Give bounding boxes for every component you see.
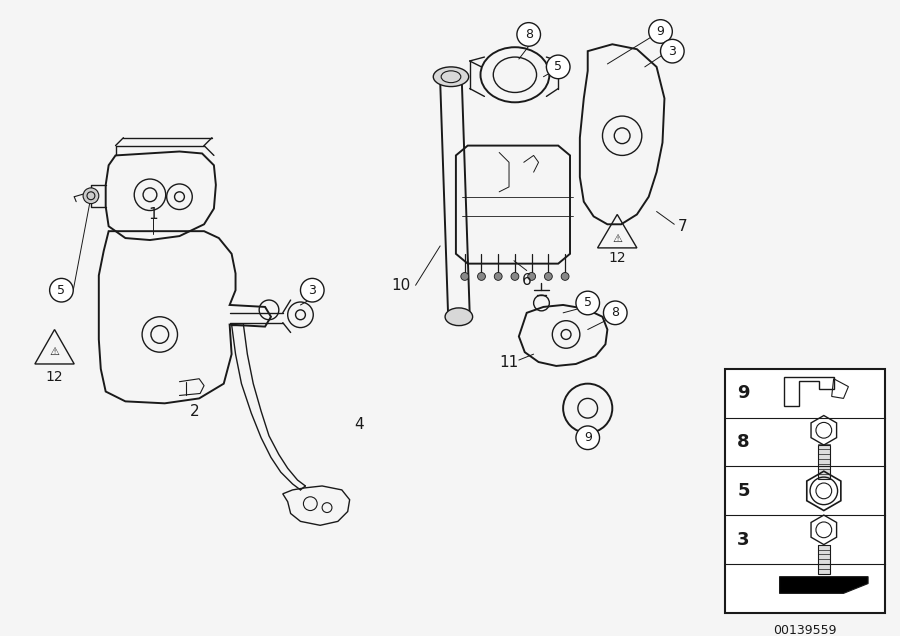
Text: 3: 3 xyxy=(737,530,750,549)
Text: 9: 9 xyxy=(737,384,750,403)
Circle shape xyxy=(544,272,553,280)
Text: 5: 5 xyxy=(737,482,750,500)
Text: 4: 4 xyxy=(355,417,365,432)
Text: 11: 11 xyxy=(500,354,518,370)
Text: 7: 7 xyxy=(678,219,687,234)
Ellipse shape xyxy=(433,67,469,86)
Text: 8: 8 xyxy=(525,28,533,41)
Text: 12: 12 xyxy=(608,251,626,265)
Circle shape xyxy=(494,272,502,280)
Circle shape xyxy=(562,272,569,280)
Text: 9: 9 xyxy=(584,431,591,445)
Text: 8: 8 xyxy=(737,433,750,451)
Circle shape xyxy=(517,23,541,46)
Text: 2: 2 xyxy=(189,404,199,418)
Circle shape xyxy=(661,39,684,63)
Circle shape xyxy=(649,20,672,43)
Bar xyxy=(818,544,830,574)
Text: 8: 8 xyxy=(611,307,619,319)
Text: 9: 9 xyxy=(657,25,664,38)
Circle shape xyxy=(604,301,627,324)
Text: ⚠: ⚠ xyxy=(612,234,622,244)
Text: 00139559: 00139559 xyxy=(773,624,837,636)
Circle shape xyxy=(527,272,536,280)
Text: 3: 3 xyxy=(669,45,676,58)
Text: 12: 12 xyxy=(46,370,63,384)
Text: 10: 10 xyxy=(392,278,410,293)
Text: ⚠: ⚠ xyxy=(50,347,59,357)
Bar xyxy=(818,445,830,480)
Text: 5: 5 xyxy=(58,284,66,297)
Circle shape xyxy=(301,279,324,302)
Circle shape xyxy=(511,272,519,280)
Circle shape xyxy=(546,55,570,79)
Circle shape xyxy=(461,272,469,280)
Text: 5: 5 xyxy=(584,296,591,310)
Bar xyxy=(725,369,885,613)
Polygon shape xyxy=(779,577,868,593)
Circle shape xyxy=(576,426,599,450)
Text: 6: 6 xyxy=(522,273,532,288)
Circle shape xyxy=(576,291,599,315)
Text: 5: 5 xyxy=(554,60,562,73)
Text: 3: 3 xyxy=(309,284,316,297)
Ellipse shape xyxy=(446,308,472,326)
Circle shape xyxy=(83,188,99,204)
Circle shape xyxy=(50,279,73,302)
Circle shape xyxy=(478,272,485,280)
Text: 1: 1 xyxy=(148,207,157,222)
